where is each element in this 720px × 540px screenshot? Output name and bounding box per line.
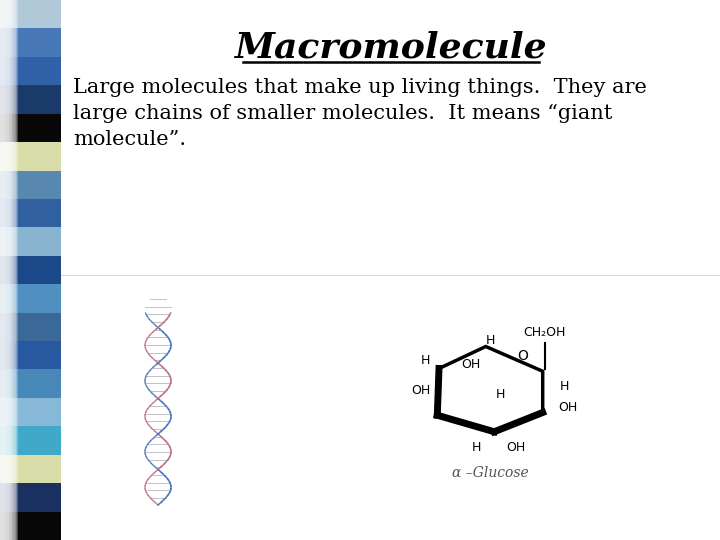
- Bar: [0, 313, 61, 341]
- Text: O: O: [517, 349, 528, 363]
- Bar: [0, 85, 61, 114]
- Bar: [0, 142, 61, 171]
- Bar: [0, 0, 17, 540]
- Text: H: H: [495, 388, 505, 402]
- Text: α –Glucose: α –Glucose: [451, 466, 528, 480]
- Bar: [0, 398, 61, 426]
- Bar: [0, 227, 61, 256]
- Bar: [0, 0, 19, 540]
- Bar: [0, 0, 10, 540]
- Bar: [0, 455, 61, 483]
- Bar: [0, 29, 61, 57]
- Text: H: H: [420, 354, 430, 367]
- Text: CH₂OH: CH₂OH: [523, 326, 566, 339]
- Bar: [0, 0, 16, 540]
- Text: OH: OH: [558, 401, 577, 414]
- Bar: [0, 0, 11, 540]
- Bar: [0, 369, 61, 398]
- Text: H: H: [486, 334, 495, 347]
- Bar: [0, 114, 61, 142]
- Bar: [0, 0, 61, 29]
- Bar: [0, 0, 14, 540]
- Bar: [0, 57, 61, 85]
- Bar: [0, 0, 2, 540]
- Text: H: H: [472, 441, 481, 454]
- Bar: [0, 256, 61, 284]
- Bar: [0, 0, 7, 540]
- Text: Large molecules that make up living things.  They are: Large molecules that make up living thin…: [73, 78, 647, 97]
- Bar: [0, 0, 12, 540]
- Bar: [0, 199, 61, 227]
- Text: Macromolecule: Macromolecule: [234, 30, 547, 64]
- Bar: [0, 0, 9, 540]
- Bar: [0, 0, 14, 540]
- Bar: [0, 284, 61, 313]
- Bar: [0, 0, 4, 540]
- Bar: [0, 426, 61, 455]
- Bar: [0, 511, 61, 540]
- Bar: [0, 171, 61, 199]
- Text: large chains of smaller molecules.  It means “giant: large chains of smaller molecules. It me…: [73, 104, 613, 123]
- Text: molecule”.: molecule”.: [73, 130, 186, 149]
- Text: OH: OH: [411, 384, 431, 397]
- Bar: [0, 0, 1, 540]
- Text: H: H: [560, 380, 570, 393]
- Text: OH: OH: [507, 441, 526, 454]
- Bar: [0, 0, 5, 540]
- Text: OH: OH: [461, 358, 480, 371]
- Bar: [0, 341, 61, 369]
- Bar: [0, 0, 6, 540]
- Bar: [0, 483, 61, 511]
